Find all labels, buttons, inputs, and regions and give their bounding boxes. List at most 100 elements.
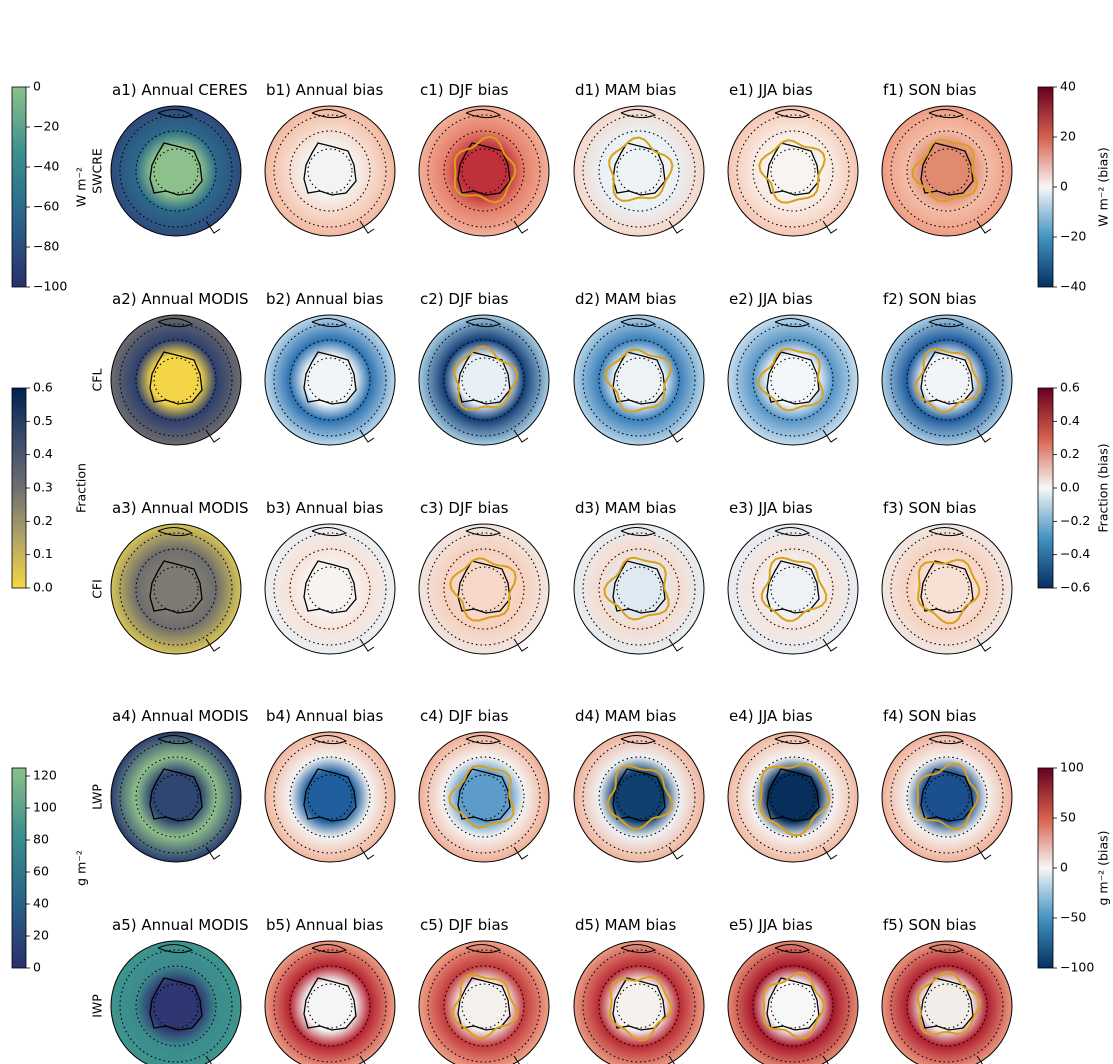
- colorbar-tick-label: 0: [33, 960, 41, 975]
- colorbar-label: W m⁻² (bias): [1096, 147, 1111, 226]
- coastline: [774, 735, 811, 745]
- panel-title: b1) Annual bias: [266, 81, 383, 99]
- panel-title: e5) JJA bias: [729, 916, 813, 934]
- latitude-circle: [461, 357, 507, 403]
- latitude-circle: [273, 114, 387, 228]
- map-panel: [110, 105, 242, 237]
- map-panel: [418, 314, 550, 446]
- coastline: [303, 560, 357, 614]
- latitude-circle: [752, 548, 834, 630]
- coastline: [149, 142, 203, 196]
- panel-title: c2) DJF bias: [420, 290, 509, 308]
- latitude-circle: [906, 339, 988, 421]
- coastline: [822, 429, 838, 443]
- latitude-circle: [770, 566, 816, 612]
- latitude-circle: [582, 114, 696, 228]
- map-panel: [264, 314, 396, 446]
- latitude-circle: [427, 740, 541, 854]
- map-border: [418, 105, 550, 237]
- sea-ice-contour: [609, 975, 673, 1042]
- map-border: [573, 940, 705, 1064]
- coastline: [457, 560, 511, 614]
- map-panel: [727, 523, 859, 655]
- coastline: [513, 846, 529, 860]
- coastline: [612, 560, 666, 614]
- latitude-circle: [616, 566, 662, 612]
- sea-ice-contour: [759, 762, 831, 837]
- colorbar: [1037, 767, 1054, 969]
- latitude-circle: [153, 357, 199, 403]
- panel-title: d1) MAM bias: [575, 81, 676, 99]
- map-panel: [110, 314, 242, 446]
- latitude-circle: [770, 148, 816, 194]
- map-panel: [881, 105, 1013, 237]
- coastline: [311, 527, 348, 537]
- coastline: [774, 318, 811, 328]
- map-field: [728, 315, 858, 445]
- map-field: [419, 732, 549, 862]
- coastline: [766, 977, 820, 1031]
- map-border: [264, 105, 396, 237]
- latitude-circle: [135, 756, 217, 838]
- colorbar-tick-label: 100: [1060, 760, 1084, 775]
- latitude-circle: [307, 983, 353, 1029]
- coastline: [513, 429, 529, 443]
- coastline: [928, 944, 965, 954]
- latitude-circle: [119, 949, 233, 1063]
- panel-title: b3) Annual bias: [266, 499, 383, 517]
- map-panel: [418, 523, 550, 655]
- map-field: [111, 106, 241, 236]
- map-panel: [881, 731, 1013, 863]
- panel-title: d4) MAM bias: [575, 707, 676, 725]
- map-border: [110, 940, 242, 1064]
- map-field: [728, 106, 858, 236]
- coastline: [774, 944, 811, 954]
- map-border: [110, 314, 242, 446]
- map-border: [727, 940, 859, 1064]
- coastline: [465, 318, 502, 328]
- sea-ice-contour: [604, 348, 672, 413]
- map-field: [882, 732, 1012, 862]
- latitude-circle: [736, 323, 850, 437]
- panel-title: b5) Annual bias: [266, 916, 383, 934]
- map-field: [574, 315, 704, 445]
- latitude-circle: [770, 357, 816, 403]
- map-panel: [727, 314, 859, 446]
- map-field: [882, 106, 1012, 236]
- map-panel: [264, 523, 396, 655]
- coastline: [311, 318, 348, 328]
- colorbar-tick-label: 0: [1060, 860, 1068, 875]
- colorbar-tick-label: 100: [33, 800, 57, 815]
- coastline: [157, 318, 194, 328]
- coastline: [668, 220, 684, 234]
- panel-title: d3) MAM bias: [575, 499, 676, 517]
- map-panel: [727, 105, 859, 237]
- map-panel: [418, 731, 550, 863]
- latitude-circle: [582, 532, 696, 646]
- latitude-circle: [924, 566, 970, 612]
- panel-title: e1) JJA bias: [729, 81, 813, 99]
- map-field: [265, 524, 395, 654]
- colorbar-tick-label: 0.5: [33, 413, 53, 428]
- coastline: [157, 527, 194, 537]
- coastline: [157, 735, 194, 745]
- coastline: [303, 768, 357, 822]
- panel-title: f3) SON bias: [883, 499, 977, 517]
- colorbar-tick-label: 0.1: [33, 546, 53, 561]
- latitude-circle: [289, 339, 371, 421]
- map-border: [573, 105, 705, 237]
- colorbar-label: Fraction (bias): [1096, 443, 1111, 532]
- latitude-circle: [119, 323, 233, 437]
- map-panel: [573, 731, 705, 863]
- row-label: CFL: [90, 369, 105, 392]
- map-border: [110, 105, 242, 237]
- row-label: LWP: [90, 784, 105, 810]
- sea-ice-contour: [758, 139, 826, 204]
- coastline: [928, 318, 965, 328]
- coastline: [976, 220, 992, 234]
- map-field: [882, 941, 1012, 1064]
- colorbar: [1037, 86, 1054, 288]
- latitude-circle: [307, 566, 353, 612]
- coastline: [303, 142, 357, 196]
- colorbar-label: Fraction: [74, 463, 89, 513]
